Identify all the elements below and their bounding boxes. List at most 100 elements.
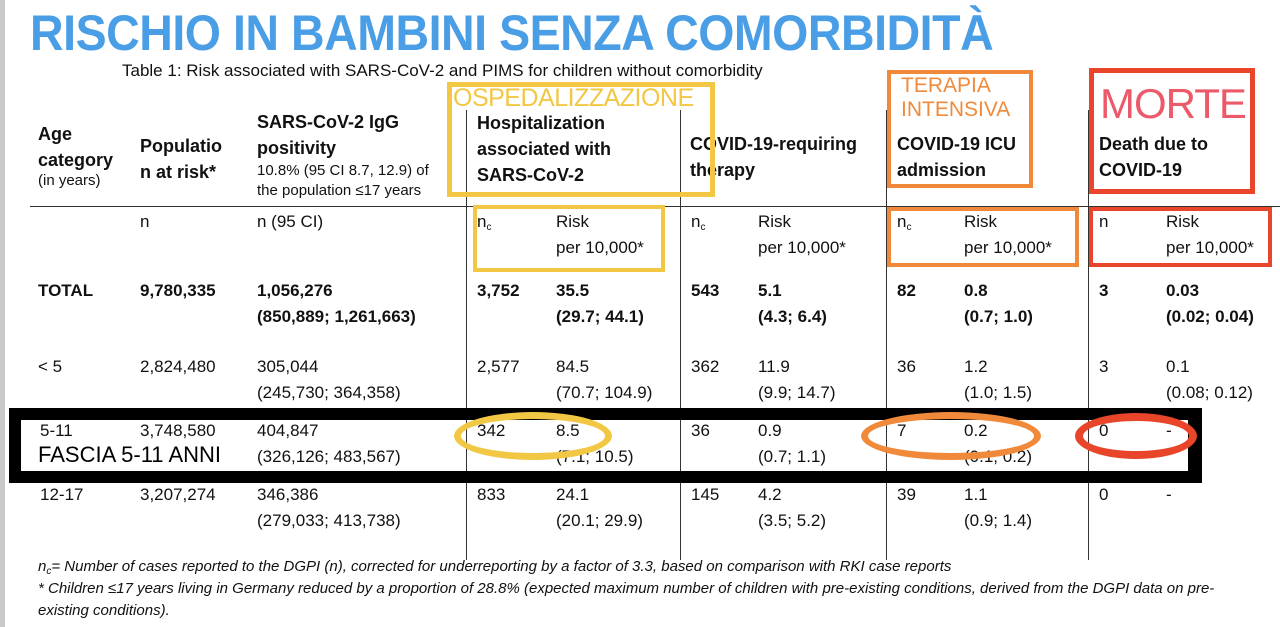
header-hosp-line2: associated with <box>477 139 612 159</box>
subheader-death-risk: Risk per 10,000* <box>1166 209 1254 261</box>
row-total-igg: 1,056,276 (850,889; 1,261,663) <box>257 278 416 330</box>
risk-line2: per 10,000* <box>964 238 1052 257</box>
risk-ci: (20.1; 29.9) <box>556 511 643 530</box>
overlay-death-label: MORTE <box>1100 80 1247 127</box>
row-under5-therapy-n: 362 <box>691 357 720 376</box>
row-5to11-therapy-n: 36 <box>691 421 710 440</box>
igg-ci: (850,889; 1,261,663) <box>257 307 416 326</box>
row-total-age: TOTAL <box>38 281 94 300</box>
left-edge-strip <box>0 0 5 627</box>
row-12to17-icu-n: 39 <box>897 485 916 504</box>
n-letter: n <box>477 212 487 231</box>
subheader-death-n: n <box>1099 212 1109 231</box>
igg-value: 305,044 <box>257 357 319 376</box>
row-under5-death-n: 3 <box>1099 357 1109 376</box>
header-igg: SARS-CoV-2 IgG positivity 10.8% (95 CI 8… <box>257 109 429 201</box>
row-under5-icu-n: 36 <box>897 357 916 376</box>
row-under5-age: < 5 <box>38 357 63 376</box>
icu-subheader-box <box>887 207 1079 267</box>
header-igg-note1: 10.8% (95 CI 8.7, 12.9) of <box>257 162 429 179</box>
header-hospitalization: Hospitalization associated with SARS-CoV… <box>477 110 611 188</box>
risk-ci: (29.7; 44.1) <box>556 307 644 326</box>
header-therapy-line1: COVID-19-requiring <box>690 134 858 154</box>
hospitalization-subheader-box <box>473 205 665 272</box>
risk-value: 4.2 <box>758 485 782 504</box>
risk-value: 5.1 <box>758 281 782 300</box>
overlay-hospitalization-label: OSPEDALIZZAZIONE <box>453 84 694 112</box>
risk-value: 1.1 <box>964 485 988 504</box>
risk-ci: (1.0; 1.5) <box>964 383 1033 402</box>
row-total-hosp-n: 3,752 <box>477 281 520 300</box>
column-divider-death <box>1088 110 1089 560</box>
risk-ci: (0.7; 1.1) <box>758 447 827 466</box>
header-death: Death due to COVID-19 <box>1099 131 1208 183</box>
risk-ci: (0.7; 1.0) <box>964 307 1033 326</box>
row-total-icu-n: 82 <box>897 281 916 300</box>
header-population: Populatio n at risk* <box>140 133 222 185</box>
risk-line1: Risk <box>1166 212 1200 231</box>
column-divider-hosp <box>466 110 467 560</box>
row-under5-icu-risk: 1.2 (1.0; 1.5) <box>964 354 1032 406</box>
row-12to17-population: 3,207,274 <box>140 485 216 504</box>
n-letter: n <box>897 212 907 231</box>
overlay-age-band-label: FASCIA 5-11 ANNI <box>38 442 222 467</box>
row-12to17-icu-risk: 1.1 (0.9; 1.4) <box>964 482 1032 534</box>
risk-value: 35.5 <box>556 281 590 300</box>
row-total-hosp-risk: 35.5 (29.7; 44.1) <box>556 278 644 330</box>
risk-value: 1.2 <box>964 357 988 376</box>
header-therapy-line2: therapy <box>690 160 756 180</box>
igg-value: 1,056,276 <box>257 281 333 300</box>
row-12to17-igg: 346,386 (279,033; 413,738) <box>257 482 401 534</box>
risk-ci: (3.5; 5.2) <box>758 511 827 530</box>
row-under5-therapy-risk: 11.9 (9.9; 14.7) <box>758 354 836 406</box>
risk-ci: (70.7; 104.9) <box>556 383 653 402</box>
hospitalization-header-box <box>447 82 715 197</box>
igg-value: 404,847 <box>257 421 319 440</box>
risk-ci: (9.9; 14.7) <box>758 383 836 402</box>
n-letter: n <box>691 212 701 231</box>
row-total-population: 9,780,335 <box>140 281 216 300</box>
header-icu-line1: COVID-19 ICU <box>897 134 1017 154</box>
death-subheader-box <box>1089 207 1272 267</box>
row-12to17-hosp-n: 833 <box>477 485 506 504</box>
risk-value: 0.1 <box>1166 357 1190 376</box>
risk-value: 0.9 <box>758 421 782 440</box>
overlay-main-title: RISCHIO IN BAMBINI SENZA COMORBIDITÀ <box>30 5 994 61</box>
column-divider-icu <box>886 110 887 560</box>
overlay-icu-label: TERAPIA INTENSIVA <box>901 74 1010 122</box>
row-total-death-n: 3 <box>1099 281 1109 300</box>
row-5to11-population: 3,748,580 <box>140 421 216 440</box>
risk-ci: (0.08; 0.12) <box>1166 383 1253 402</box>
death-highlight-ellipse <box>1075 413 1197 459</box>
igg-ci: (326,126; 483,567) <box>257 447 401 466</box>
risk-value: 24.1 <box>556 485 590 504</box>
icu-header-box <box>887 70 1033 188</box>
header-hosp-line1: Hospitalization <box>477 113 606 133</box>
row-under5-hosp-risk: 84.5 (70.7; 104.9) <box>556 354 652 406</box>
n-subscript: c <box>486 222 492 233</box>
risk-ci: (0.9; 1.4) <box>964 511 1033 530</box>
header-igg-note2: the population ≤17 years <box>257 182 422 199</box>
igg-ci: (245,730; 364,358) <box>257 383 401 402</box>
risk-value: 11.9 <box>758 357 790 376</box>
column-divider-therapy <box>680 110 681 560</box>
risk-line1: Risk <box>964 212 998 231</box>
subheader-therapy-risk: Risk per 10,000* <box>758 209 846 261</box>
header-hosp-line3: SARS-CoV-2 <box>477 165 585 185</box>
header-icu-line2: admission <box>897 160 987 180</box>
n-subscript: c <box>906 222 912 233</box>
row-under5-death-risk: 0.1 (0.08; 0.12) <box>1166 354 1253 406</box>
header-age: Age category (in years) <box>38 121 113 191</box>
row-under5-igg: 305,044 (245,730; 364,358) <box>257 354 401 406</box>
risk-line1: Risk <box>758 212 792 231</box>
header-age-note: (in years) <box>38 172 101 189</box>
row-12to17-therapy-risk: 4.2 (3.5; 5.2) <box>758 482 826 534</box>
row-under5-hosp-n: 2,577 <box>477 357 520 376</box>
risk-value: 84.5 <box>556 357 590 376</box>
header-igg-line2: positivity <box>257 138 337 158</box>
row-5to11-igg: 404,847 (326,126; 483,567) <box>257 418 401 470</box>
subheader-igg: n (95 CI) <box>257 212 324 231</box>
risk-line2: per 10,000* <box>556 238 644 257</box>
footnote-star-line2: existing conditions). <box>38 602 170 619</box>
subheader-population-n: n <box>140 212 150 231</box>
